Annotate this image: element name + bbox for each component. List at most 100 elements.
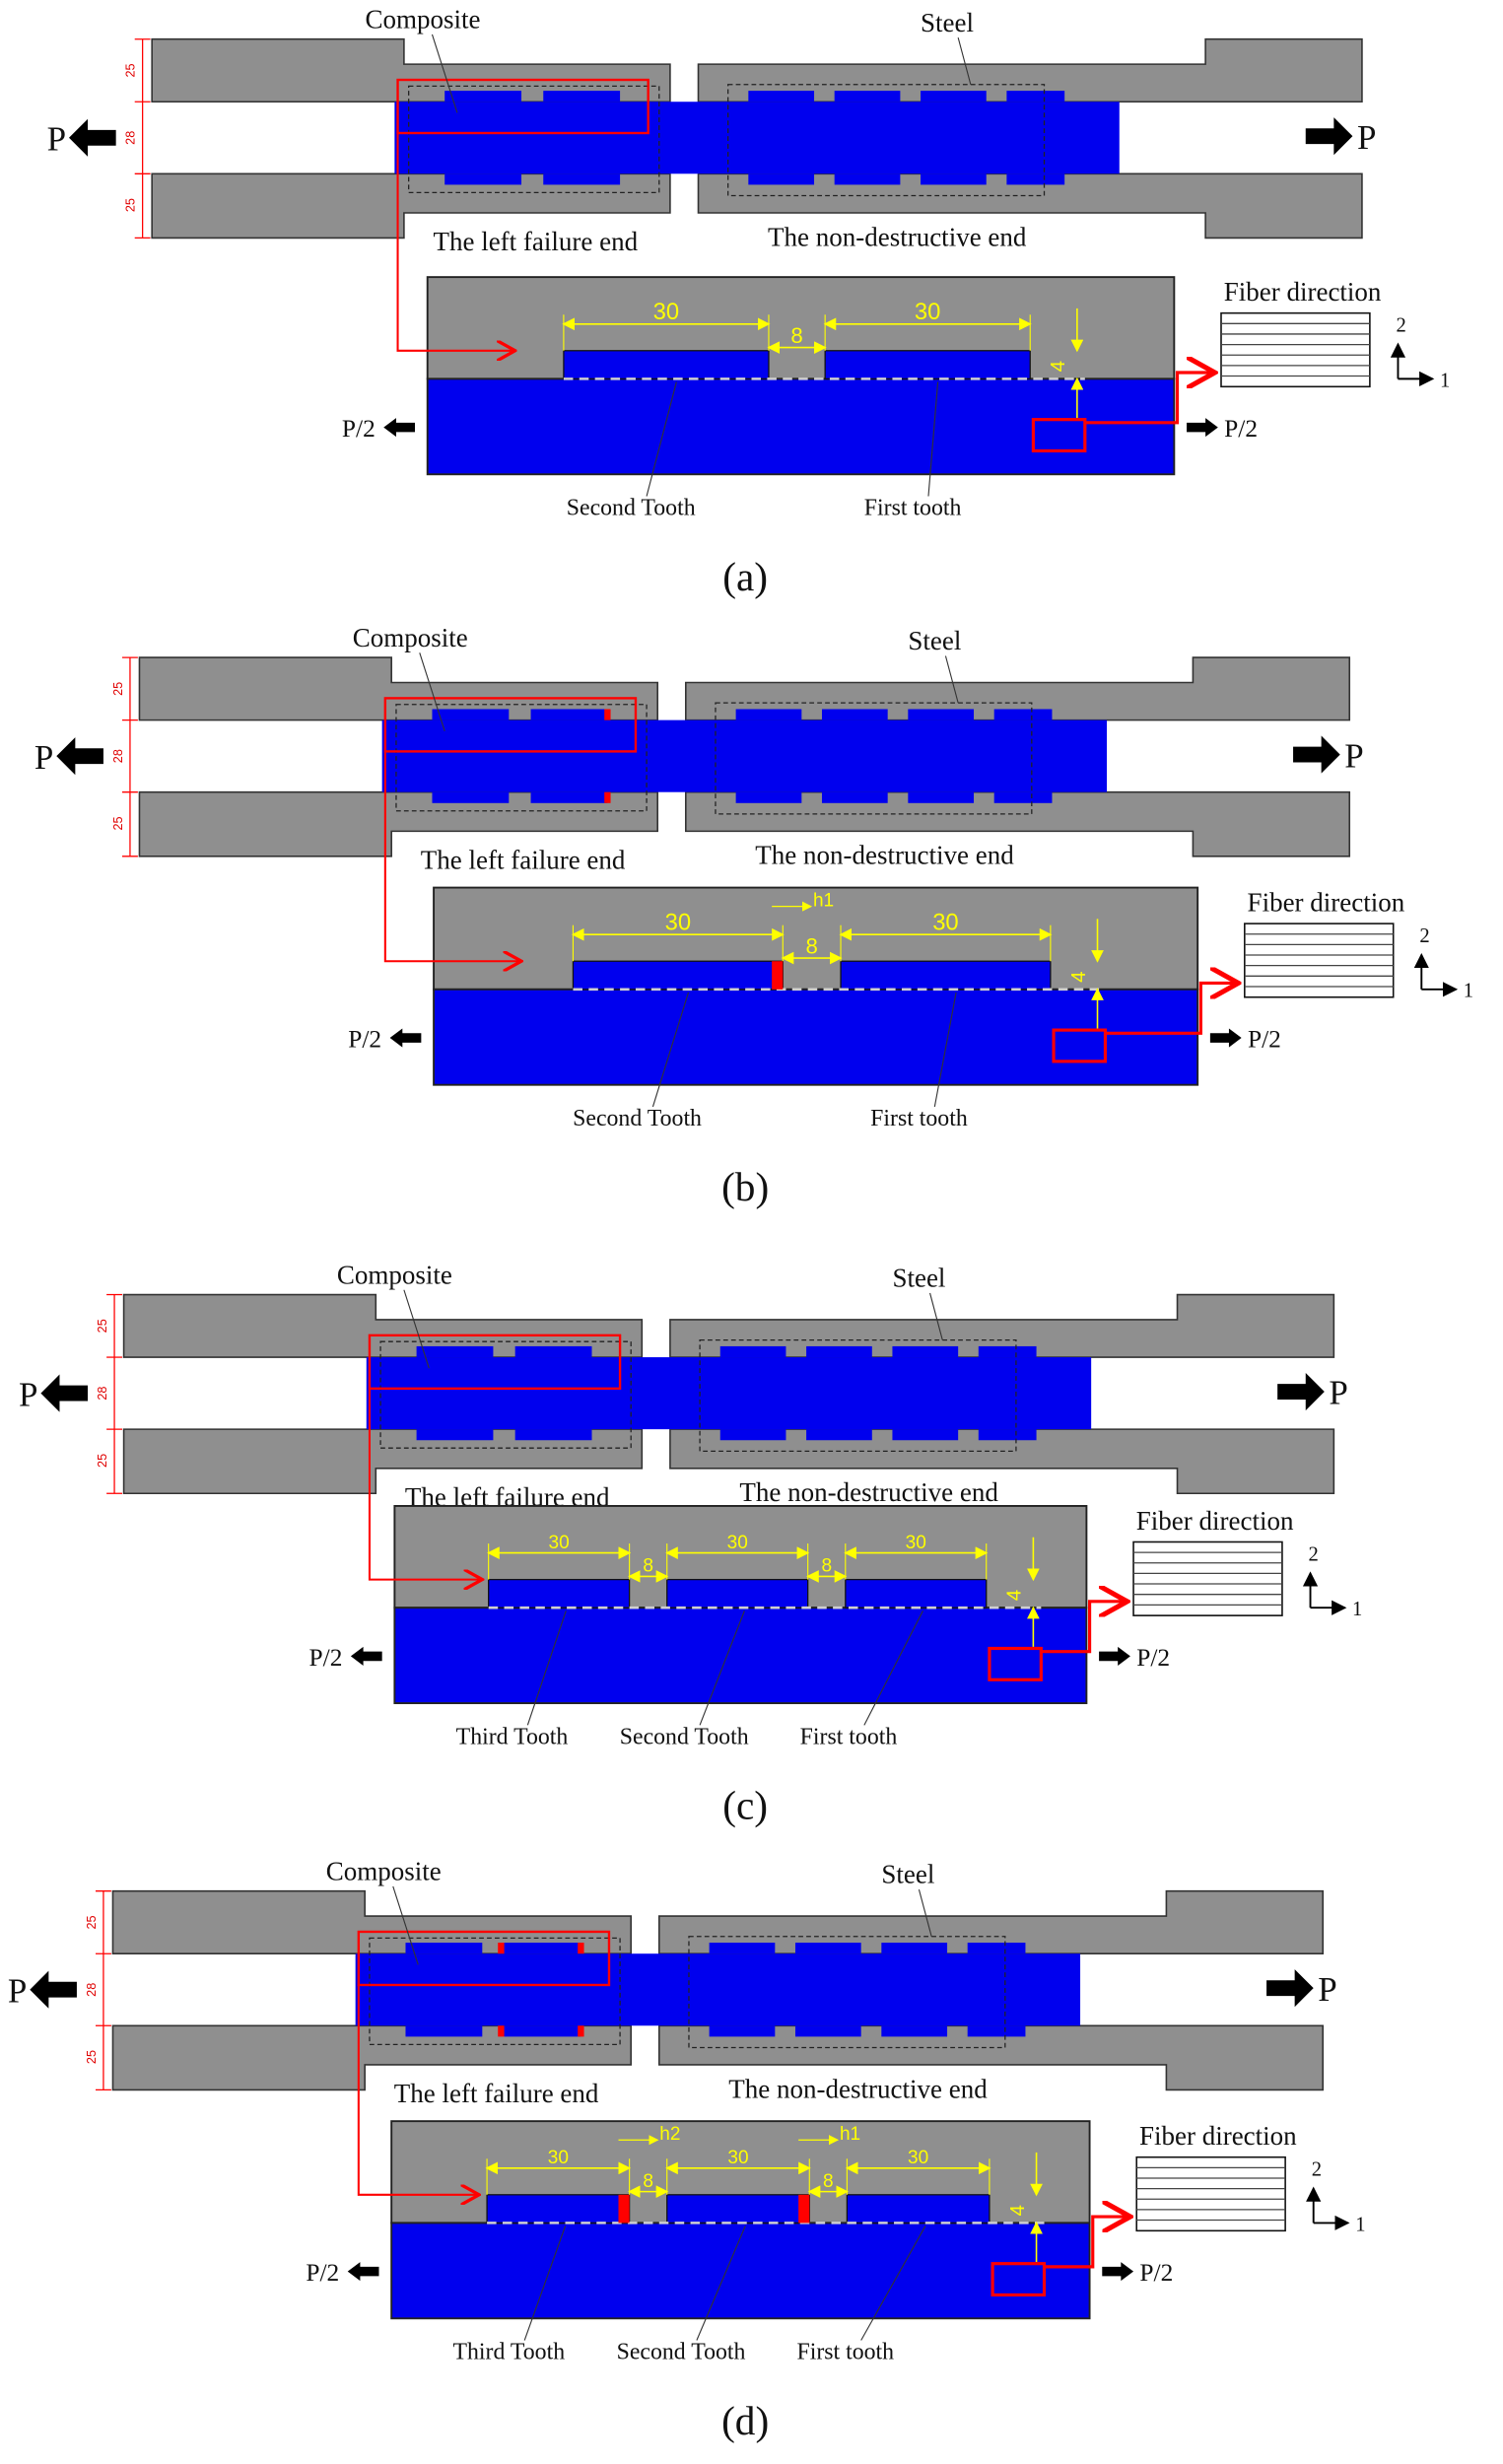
tooth-bottom [834, 173, 901, 185]
tooth-top [794, 1943, 861, 1954]
tooth-label: First tooth [797, 2340, 895, 2365]
half-load-right-label: P/2 [1248, 1026, 1281, 1054]
fiber-direction-label: Fiber direction [1136, 1506, 1294, 1536]
joint-overview: Composite Steel The left failure end The no… [47, 5, 1377, 257]
tooth-bottom [416, 1429, 494, 1441]
half-load-right-label: P/2 [1136, 1644, 1170, 1672]
arrow-left-icon [56, 737, 103, 776]
axis-2-label: 2 [1312, 2159, 1322, 2181]
connector-arrow [1105, 983, 1238, 1035]
crack-mark [578, 1943, 584, 1954]
tooth-top [908, 709, 975, 720]
thickness-label: 25 [85, 1915, 99, 1929]
connector-arrow [1044, 2217, 1130, 2269]
detail-view: 30 8 Second Tooth 30 First tooth h1 4 P/2 P/2 Fib… [348, 751, 1473, 1210]
tooth-height-label: 4 [1006, 2205, 1029, 2216]
tooth-top [719, 1345, 786, 1358]
fiber-box [1132, 1540, 1283, 1616]
half-load-right-label: P/2 [1224, 415, 1258, 443]
detail-steel [426, 276, 1176, 380]
tooth-top [993, 709, 1053, 720]
tooth-label: Second Tooth [617, 2340, 746, 2365]
fiber-direction-icon [1135, 2156, 1286, 2232]
tooth-top [967, 1943, 1026, 1954]
thickness-label: 28 [96, 1387, 109, 1401]
axis-1-label: 1 [1464, 981, 1473, 1002]
detail-composite [433, 988, 1199, 1086]
detail-tooth [563, 350, 770, 380]
load-label-right: P [1357, 118, 1376, 157]
detail-view: 30 8 Third Tooth 30 8 Second Tooth 30 First too… [306, 1984, 1366, 2444]
joint-overview: Composite Steel The left failure end The no… [34, 623, 1364, 875]
load-label-left: P [19, 1375, 37, 1413]
detail-tooth [846, 2194, 991, 2224]
crack-region [798, 2194, 810, 2224]
tooth-gap-label: 8 [643, 2171, 653, 2192]
tooth-bottom [806, 1429, 872, 1441]
tooth-length-label: 30 [906, 1533, 926, 1553]
axis-2-label: 2 [1309, 1544, 1319, 1566]
tooth-top [514, 1345, 592, 1358]
composite-label: Composite [365, 5, 480, 34]
load-label-left: P [47, 119, 66, 158]
tooth-bottom [530, 791, 608, 803]
thickness-dimensions: 25 28 25 [96, 1293, 122, 1494]
tooth-bottom [921, 173, 987, 185]
tooth-length-label: 30 [908, 2148, 928, 2168]
steel-label: Steel [881, 1860, 934, 1889]
composite-bar [381, 719, 1108, 792]
leader-line [651, 992, 690, 1108]
left-failure-end-label: The left failure end [421, 846, 626, 875]
fiber-direction-label: Fiber direction [1139, 2121, 1297, 2151]
tooth-top [709, 1943, 776, 1954]
detail-tooth [824, 350, 1031, 380]
connector-arrow [396, 133, 515, 351]
arrow-right-icon [1102, 2262, 1134, 2282]
axis-1-label: 1 [1355, 2214, 1365, 2235]
tooth-length-label: 30 [727, 2148, 748, 2168]
arrow-left-icon [389, 1028, 422, 1048]
leader-line [392, 1885, 419, 1965]
arrow-left-icon [30, 1970, 77, 2009]
load-label-left: P [8, 1971, 27, 2010]
tooth-bottom [748, 173, 815, 185]
panel-caption: (a) [722, 554, 768, 600]
left-failure-end-label: The left failure end [433, 227, 638, 256]
nondestructive-end-label: The non-destructive end [755, 841, 1014, 870]
tooth-bottom [504, 2025, 581, 2037]
tooth-top [748, 91, 815, 103]
arrow-right-icon [1293, 735, 1340, 774]
tooth-length-label: 30 [653, 299, 679, 325]
thickness-label: 25 [111, 816, 125, 830]
panel-b: Composite Steel The left failure end The no… [34, 623, 1473, 1210]
tooth-top [504, 1943, 581, 1954]
fiber-direction-icon [1244, 923, 1395, 998]
nondestructive-end-label: The non-destructive end [728, 2074, 988, 2103]
leader-line [431, 34, 458, 113]
thickness-label: 28 [124, 131, 138, 145]
tooth-bottom [821, 791, 888, 803]
thickness-label: 25 [96, 1454, 109, 1468]
connector-arrow [368, 1388, 482, 1580]
highlight-box [988, 1646, 1043, 1681]
tooth-label: First tooth [870, 1106, 968, 1131]
tooth-top [405, 1943, 483, 1954]
leader-line [419, 652, 445, 731]
tooth-label: Second Tooth [567, 496, 696, 521]
detail-steel [433, 886, 1199, 991]
fiber-box [1244, 923, 1395, 998]
tooth-top [806, 1345, 872, 1358]
composite-bar [355, 1953, 1081, 2026]
thickness-dimensions: 25 28 25 [111, 656, 138, 857]
right-end-dashed-box [699, 1338, 1017, 1452]
axis-1-label: 1 [1440, 370, 1450, 391]
crack-region [772, 961, 784, 990]
arrow-left-icon [383, 418, 416, 438]
crack-mark [604, 709, 611, 720]
thickness-label: 25 [124, 198, 138, 212]
nondestructive-end-label: The non-destructive end [768, 222, 1027, 251]
tooth-label: Third Tooth [452, 2340, 565, 2365]
axis-2-label: 2 [1419, 925, 1429, 947]
load-label-right: P [1344, 736, 1363, 775]
leader-line [403, 1289, 430, 1369]
